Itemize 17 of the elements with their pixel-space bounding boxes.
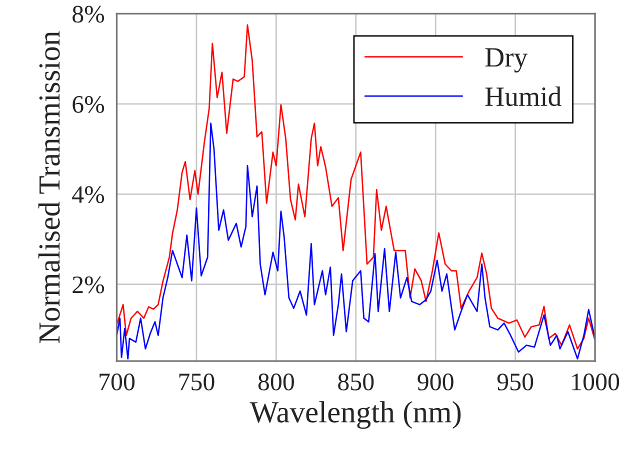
line-series: [116, 24, 596, 350]
y-tick-label: 6%: [72, 96, 104, 113]
x-axis-title: Wavelength (nm): [250, 401, 461, 429]
x-tick-label: 900: [418, 374, 454, 390]
x-tick-label: 750: [179, 374, 214, 390]
x-tick-label: 800: [258, 374, 294, 390]
line-series: [116, 122, 596, 360]
y-tick-label: 4%: [72, 186, 104, 204]
legend-label: Humid: [485, 86, 562, 106]
legend-label: Dry: [485, 48, 528, 72]
x-tick-label: 700: [100, 374, 135, 390]
x-tick-label: 950: [497, 374, 534, 390]
y-tick-label: 2%: [72, 276, 104, 294]
x-tick-label: 850: [338, 374, 374, 390]
y-axis-title: Normalised Transmission: [38, 31, 60, 344]
x-tick-label: 1000: [572, 374, 620, 390]
y-tick-label: 8%: [72, 6, 104, 23]
